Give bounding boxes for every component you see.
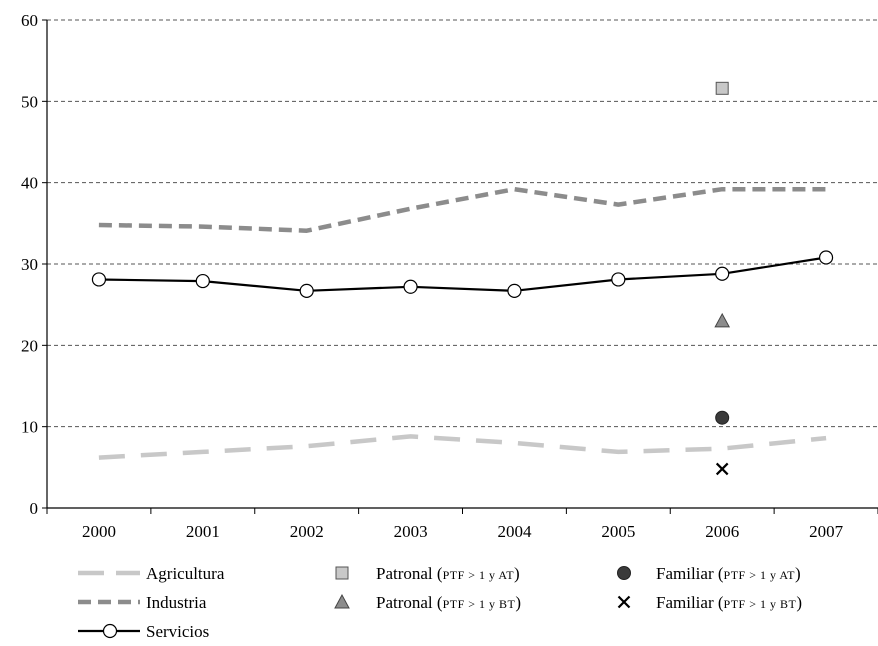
- legend-label-patronal: Patronal (PTF > 1 y AT): [376, 564, 520, 583]
- data-point-servicios: [507, 283, 522, 298]
- legend-paren-open: (: [714, 593, 724, 612]
- legend-paren-open: (: [714, 564, 724, 583]
- x-tick-label: 2001: [186, 522, 220, 541]
- x-tick-label: 2004: [497, 522, 532, 541]
- legend-marker-patronal-triangle: [334, 593, 350, 609]
- x-tick-label: 2006: [705, 522, 739, 541]
- legend-name: Familiar: [656, 593, 714, 612]
- legend-label-familiar: Familiar (PTF > 1 y BT): [656, 593, 802, 612]
- y-tick-label: 0: [30, 499, 39, 518]
- point-familiar-x: [715, 462, 729, 476]
- legend-label-servicios: Servicios: [146, 622, 209, 641]
- legend-marker-familiar-circle: [617, 566, 631, 580]
- data-point-servicios: [299, 283, 314, 298]
- legend-marker-familiar-x: [617, 595, 631, 609]
- legend-paren-open: (: [433, 564, 443, 583]
- legend-name: Patronal: [376, 593, 433, 612]
- x-tick-label: 2005: [601, 522, 635, 541]
- y-tick-label: 40: [21, 174, 38, 193]
- data-point-servicios: [195, 273, 210, 289]
- point-patronal-square: [715, 81, 729, 95]
- legend-name: Patronal: [376, 564, 433, 583]
- y-tick-label: 30: [21, 255, 38, 274]
- y-tick-label: 10: [21, 418, 38, 437]
- point-patronal-triangle: [714, 312, 731, 328]
- x-tick-label: 2002: [290, 522, 324, 541]
- legend-qualifier: PTF > 1 y AT: [724, 568, 796, 582]
- data-point-servicios: [403, 279, 418, 294]
- legend-qualifier: PTF > 1 y BT: [724, 597, 797, 611]
- legend-label-industria: Industria: [146, 593, 207, 612]
- legend-label-patronal: Patronal (PTF > 1 y BT): [376, 593, 521, 612]
- gridlines: [47, 19, 878, 428]
- legend-name: Familiar: [656, 564, 714, 583]
- y-tick-label: 20: [21, 336, 38, 355]
- legend-label-familiar: Familiar (PTF > 1 y AT): [656, 564, 801, 583]
- y-tick-label: 60: [21, 11, 38, 30]
- data-point-servicios: [91, 272, 107, 287]
- legend-paren-open: (: [433, 593, 443, 612]
- point-familiar-circle: [715, 410, 730, 425]
- x-tick-label: 2007: [809, 522, 844, 541]
- data-point-servicios: [611, 272, 626, 287]
- legend-paren-close: ): [795, 564, 801, 583]
- single-points: [714, 81, 731, 476]
- legend-label-agricultura: Agricultura: [146, 564, 225, 583]
- series-line-industria: [98, 186, 827, 233]
- legend-swatch-marker: [102, 623, 118, 639]
- x-axis-ticks: 2000 2001 2002 2003 2004 2005 2006 2007: [46, 508, 878, 541]
- series-line-agricultura: [98, 434, 827, 460]
- legend-paren-close: ): [796, 593, 802, 612]
- legend-paren-close: ): [514, 564, 520, 583]
- data-point-servicios: [818, 250, 834, 265]
- legend-qualifier: PTF > 1 y AT: [443, 568, 515, 582]
- y-axis-ticks: 0 10 20 30 40 50 60: [21, 11, 47, 518]
- y-tick-label: 50: [21, 92, 38, 111]
- data-point-servicios: [715, 266, 730, 281]
- legend-paren-close: ): [515, 593, 521, 612]
- series-line-servicios: [98, 256, 827, 292]
- x-tick-label: 2003: [394, 522, 428, 541]
- series-lines: [91, 186, 834, 460]
- x-tick-label: 2000: [82, 522, 116, 541]
- legend-marker-patronal-square: [335, 566, 349, 580]
- legend-qualifier: PTF > 1 y BT: [443, 597, 516, 611]
